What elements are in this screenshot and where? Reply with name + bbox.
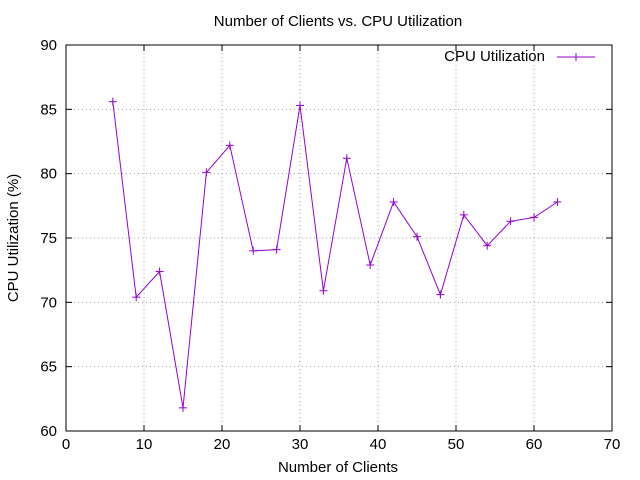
data-point <box>132 293 141 302</box>
x-tick-label: 20 <box>214 436 231 453</box>
legend: CPU Utilization <box>444 48 595 65</box>
data-point <box>225 141 234 150</box>
data-point <box>553 197 562 206</box>
y-tick-label: 60 <box>40 423 57 440</box>
x-tick-label: 0 <box>62 436 70 453</box>
data-point <box>436 290 445 299</box>
data-point <box>342 154 351 163</box>
x-tick-label: 40 <box>370 436 387 453</box>
axis-ticks: 0 10 20 30 40 50 60 70 60 65 70 75 80 85 90 <box>40 37 620 453</box>
data-point <box>179 403 187 412</box>
data-point <box>155 267 164 276</box>
data-point <box>459 210 468 219</box>
data-point <box>530 213 538 222</box>
chart-title: Number of Clients vs. CPU Utilization <box>214 13 462 30</box>
y-tick-label: 90 <box>40 37 57 54</box>
data-point <box>413 232 421 241</box>
series-line <box>112 101 558 408</box>
data-point <box>272 245 281 254</box>
y-tick-label: 80 <box>40 166 57 183</box>
data-point <box>506 217 515 226</box>
x-tick-label: 30 <box>292 436 309 453</box>
data-point <box>389 197 398 206</box>
x-tick-label: 10 <box>136 436 153 453</box>
x-tick-label: 60 <box>526 436 543 453</box>
y-tick-label: 85 <box>40 101 57 118</box>
series-layer <box>108 97 562 412</box>
data-point <box>296 101 304 110</box>
y-axis-label: CPU Utilization (%) <box>5 174 22 302</box>
data-point <box>108 97 117 106</box>
legend-marker <box>572 53 580 61</box>
data-point <box>319 286 328 295</box>
grid-lines <box>66 45 612 431</box>
data-point <box>366 261 375 270</box>
y-tick-label: 70 <box>40 294 57 311</box>
x-tick-label: 50 <box>448 436 465 453</box>
data-point <box>249 246 258 255</box>
data-point <box>202 168 211 177</box>
x-tick-label: 70 <box>604 436 621 453</box>
x-axis-label: Number of Clients <box>278 459 398 476</box>
y-tick-label: 75 <box>40 230 57 247</box>
data-point <box>483 241 492 250</box>
legend-label: CPU Utilization <box>444 48 545 65</box>
y-tick-label: 65 <box>40 359 57 376</box>
